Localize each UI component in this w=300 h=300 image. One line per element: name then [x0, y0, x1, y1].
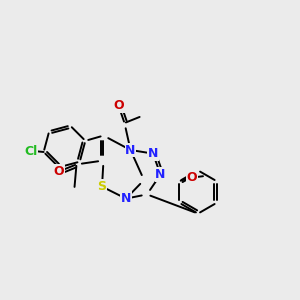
Text: Cl: Cl [24, 145, 38, 158]
Text: N: N [148, 147, 158, 160]
Text: N: N [125, 143, 136, 157]
Text: O: O [113, 99, 124, 112]
Text: S: S [98, 180, 106, 193]
Text: N: N [155, 168, 166, 181]
Text: O: O [187, 171, 197, 184]
Text: N: N [121, 192, 131, 205]
Text: O: O [53, 165, 64, 178]
